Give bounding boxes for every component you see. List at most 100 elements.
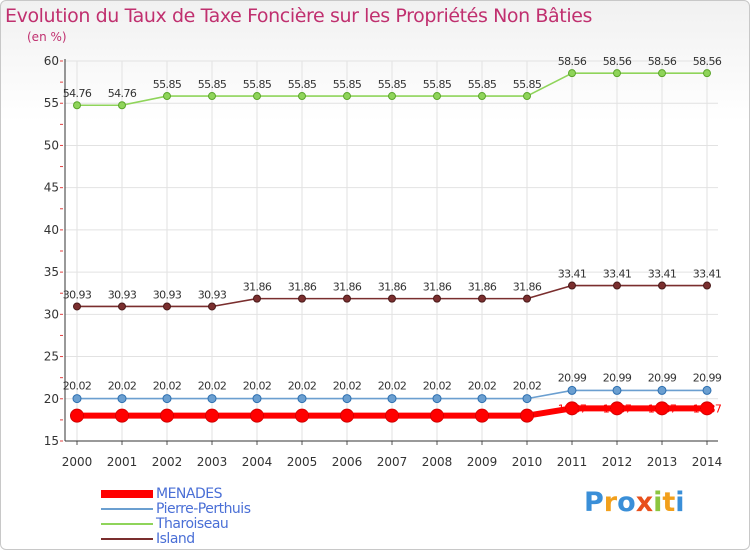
legend-label: MENADES [156,486,223,502]
data-point-menades [385,408,399,423]
logo-letter: o [617,487,636,518]
data-point-tharoiseau [73,101,81,110]
data-label-pierre-perthuis: 20.02 [423,380,452,393]
data-label-menades: 18 [386,410,399,423]
data-point-pierre-perthuis [477,394,487,404]
logo-letter: t [662,487,676,518]
legend-swatch-island [101,538,153,540]
data-point-pierre-perthuis [252,394,262,404]
logo-letter: r [603,487,618,518]
logo-letter: i [675,487,685,518]
data-point-tharoiseau [433,92,441,101]
data-point-pierre-perthuis [207,394,217,404]
data-label-tharoiseau: 58.56 [693,55,722,68]
data-point-island [388,294,396,303]
data-point-pierre-perthuis [297,394,307,404]
data-point-island [163,302,171,311]
data-label-menades: 18 [206,410,219,423]
data-point-island [253,294,261,303]
data-point-menades [160,408,174,423]
data-point-tharoiseau [703,69,711,78]
data-label-tharoiseau: 55.85 [468,78,497,91]
y-tick-label: 55 [44,96,59,110]
data-label-island: 31.86 [288,281,317,294]
data-label-island: 30.93 [63,288,92,301]
data-label-tharoiseau: 54.76 [63,87,92,100]
data-point-pierre-perthuis [72,394,82,404]
x-tick-label: 2000 [62,455,93,469]
legend-item-menades: MENADES [101,486,301,502]
x-tick-label: 2009 [467,455,498,469]
x-tick-label: 2004 [242,455,273,469]
data-point-tharoiseau [343,92,351,101]
data-label-menades: 18.87 [648,402,677,415]
data-point-island [478,294,486,303]
data-point-island [433,294,441,303]
data-label-pierre-perthuis: 20.02 [513,380,542,393]
data-point-island [658,281,666,290]
x-tick-label: 2011 [557,455,588,469]
data-label-pierre-perthuis: 20.99 [558,371,587,384]
data-label-menades: 18 [341,410,354,423]
data-point-island [523,294,531,303]
data-point-island [298,294,306,303]
data-label-island: 30.93 [153,288,182,301]
data-point-island [613,281,621,290]
data-label-island: 30.93 [198,288,227,301]
data-point-pierre-perthuis [387,394,397,404]
y-tick-label: 40 [44,223,59,237]
y-tick-label: 30 [44,307,59,321]
data-point-menades [475,408,489,423]
data-label-menades: 18 [71,410,84,423]
data-point-menades [565,401,579,416]
data-point-island [73,302,81,311]
data-label-menades: 18 [116,410,129,423]
data-label-tharoiseau: 55.85 [423,78,452,91]
data-label-menades: 18 [296,410,309,423]
x-tick-label: 2002 [152,455,183,469]
data-point-tharoiseau [568,69,576,78]
data-point-menades [340,408,354,423]
x-tick-label: 2007 [377,455,408,469]
y-tick-label: 60 [44,54,59,68]
data-label-pierre-perthuis: 20.02 [243,380,272,393]
data-label-island: 30.93 [108,288,137,301]
data-point-tharoiseau [298,92,306,101]
data-label-tharoiseau: 58.56 [603,55,632,68]
data-label-tharoiseau: 55.85 [333,78,362,91]
data-label-pierre-perthuis: 20.02 [108,380,137,393]
chart-subtitle: (en %) [27,30,67,44]
data-point-tharoiseau [118,101,126,110]
proxiti-logo: Proxiti [584,487,685,518]
data-label-tharoiseau: 58.56 [648,55,677,68]
data-point-tharoiseau [253,92,261,101]
x-tick-label: 2005 [287,455,318,469]
legend-label: Island [156,531,195,547]
data-label-pierre-perthuis: 20.02 [378,380,407,393]
data-point-pierre-perthuis [117,394,127,404]
logo-letter: x [635,487,654,518]
data-label-pierre-perthuis: 20.99 [693,371,722,384]
data-point-menades [430,408,444,423]
data-label-pierre-perthuis: 20.02 [153,380,182,393]
data-point-tharoiseau [523,92,531,101]
data-label-island: 31.86 [333,281,362,294]
data-point-pierre-perthuis [567,385,577,395]
x-tick-label: 2001 [107,455,138,469]
data-label-pierre-perthuis: 20.02 [333,380,362,393]
data-point-menades [520,408,534,423]
data-label-menades: 18 [161,410,174,423]
x-tick-label: 2006 [332,455,363,469]
y-tick-label: 45 [44,181,59,195]
data-label-menades: 18.87 [558,402,587,415]
data-point-island [208,302,216,311]
data-point-menades [295,408,309,423]
data-label-pierre-perthuis: 20.02 [468,380,497,393]
data-label-menades: 18.87 [603,402,632,415]
data-point-tharoiseau [388,92,396,101]
data-label-tharoiseau: 55.85 [288,78,317,91]
data-label-tharoiseau: 55.85 [243,78,272,91]
data-point-tharoiseau [613,69,621,78]
legend-item-pierre-perthuis: Pierre-Perthuis [101,501,301,517]
